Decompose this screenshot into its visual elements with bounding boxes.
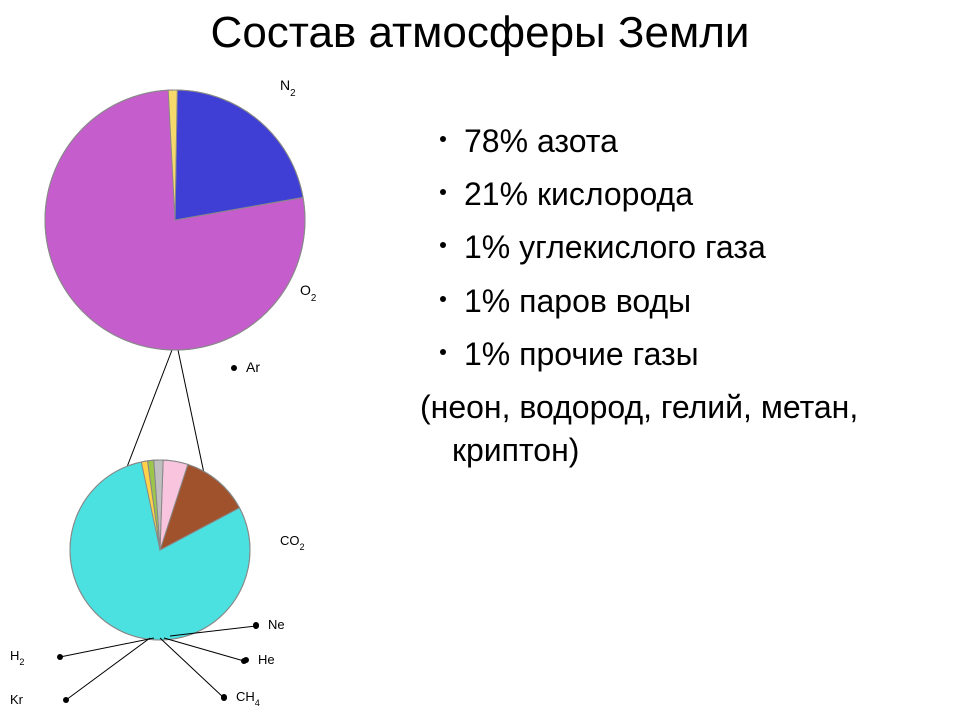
pie-charts-svg: N2 O2 Ar CO2 Ne He CH4 H2 Kr: [0, 60, 370, 720]
bullet-text: 1% паров воды: [464, 280, 691, 323]
bullet-text: 1% прочие газы: [464, 333, 699, 376]
bullet-list: 78% азота 21% кислорода 1% углекислого г…: [400, 120, 940, 472]
list-item: 1% прочие газы: [400, 333, 940, 376]
bullet-text: 78% азота: [464, 120, 618, 163]
bullet-icon: [440, 296, 446, 302]
chem-label: He: [258, 652, 275, 667]
bullet-icon: [440, 242, 446, 248]
list-item: 1% паров воды: [400, 280, 940, 323]
chem-label: N2: [280, 77, 296, 99]
chem-label: CO2: [280, 533, 305, 552]
chem-label: O2: [300, 282, 316, 304]
list-item: 21% кислорода: [400, 173, 940, 216]
chem-label: Kr: [10, 692, 24, 707]
bullet-icon: [440, 349, 446, 355]
bullet-icon: [440, 136, 446, 142]
chem-label: H2: [10, 648, 24, 667]
bullet-text: 21% кислорода: [464, 173, 693, 216]
chem-label: CH4: [236, 689, 260, 708]
bullet-icon: [440, 189, 446, 195]
charts-panel: N2 O2 Ar CO2 Ne He CH4 H2 Kr: [0, 60, 370, 720]
chem-label: Ar: [246, 359, 260, 375]
list-item: 78% азота: [400, 120, 940, 163]
note-text: (неон, водород, гелий, метан, криптон): [420, 386, 940, 472]
bullet-text: 1% углекислого газа: [464, 226, 766, 269]
list-item: 1% углекислого газа: [400, 226, 940, 269]
chem-label: Ne: [268, 617, 285, 632]
page-title: Состав атмосферы Земли: [0, 8, 960, 58]
